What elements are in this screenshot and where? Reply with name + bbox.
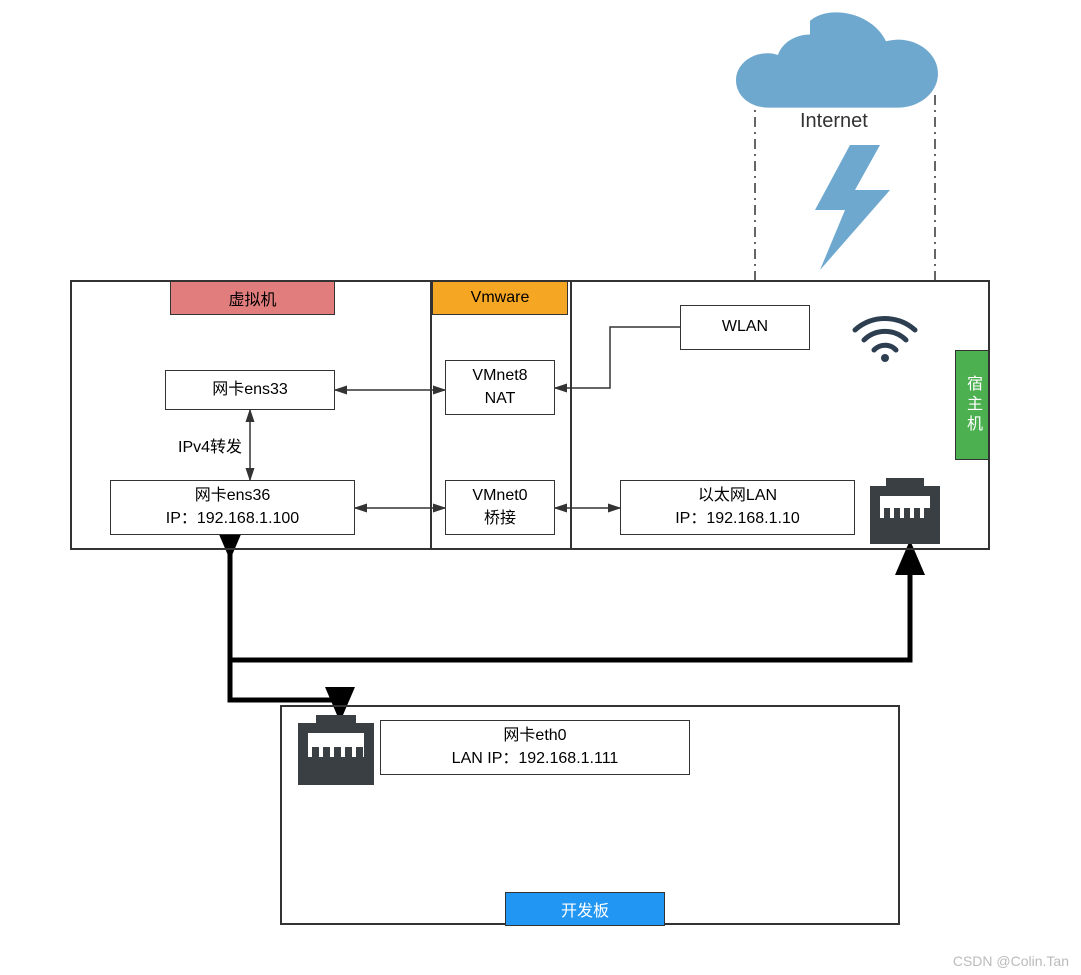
vmnet0-line1: VMnet0	[472, 485, 527, 507]
cloud-icon	[736, 12, 938, 107]
watermark: CSDN @Colin.Tan	[953, 953, 1069, 969]
vdiv-1	[430, 280, 432, 550]
lan-line1: 以太网LAN	[698, 485, 777, 507]
lightning-icon	[815, 145, 890, 270]
ens36-line1: 网卡ens36	[195, 485, 271, 507]
vmware-label-text: Vmware	[471, 289, 530, 307]
wlan-label: WLAN	[722, 316, 768, 338]
lan-line2: IP：192.168.1.10	[675, 508, 800, 530]
vmnet0-line2: 桥接	[484, 508, 516, 530]
host-label-text: 宿主机	[960, 375, 984, 435]
node-vmnet0: VMnet0 桥接	[445, 480, 555, 535]
ens36-line2: IP：192.168.1.100	[166, 508, 299, 530]
devboard-label: 开发板	[505, 892, 665, 926]
vdiv-2	[570, 280, 572, 550]
vm-label-text: 虚拟机	[228, 286, 276, 310]
node-ens36: 网卡ens36 IP：192.168.1.100	[110, 480, 355, 535]
vm-label: 虚拟机	[170, 281, 335, 315]
diagram-canvas: Internet 虚拟机 Vmware 宿主机 网卡ens33 IPv4转发 网…	[0, 0, 1081, 975]
devboard-label-text: 开发板	[561, 897, 609, 921]
node-eth0: 网卡eth0 LAN IP：192.168.1.111	[380, 720, 690, 775]
node-vmnet8: VMnet8 NAT	[445, 360, 555, 415]
node-lan: 以太网LAN IP：192.168.1.10	[620, 480, 855, 535]
vmnet8-line1: VMnet8	[472, 365, 527, 387]
internet-label: Internet	[800, 110, 868, 133]
vmnet8-line2: NAT	[485, 388, 516, 410]
vmware-label: Vmware	[432, 281, 568, 315]
eth0-line1: 网卡eth0	[503, 725, 566, 747]
node-wlan: WLAN	[680, 305, 810, 350]
node-ens33: 网卡ens33	[165, 370, 335, 410]
ens33-label: 网卡ens33	[212, 379, 288, 401]
ipv4-forward-label: IPv4转发	[178, 433, 242, 457]
host-label: 宿主机	[955, 350, 989, 460]
eth0-line2: LAN IP：192.168.1.111	[452, 748, 619, 770]
